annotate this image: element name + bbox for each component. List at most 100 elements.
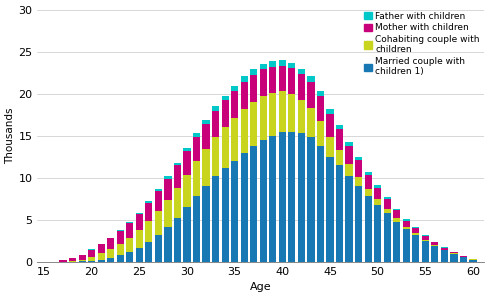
Bar: [241, 77, 248, 82]
Bar: [155, 191, 162, 211]
Bar: [422, 241, 429, 262]
Bar: [155, 189, 162, 191]
Bar: [422, 236, 429, 240]
Bar: [241, 153, 248, 262]
Bar: [221, 168, 229, 262]
Bar: [260, 69, 267, 96]
Bar: [193, 161, 200, 196]
Bar: [450, 252, 458, 253]
Bar: [88, 261, 95, 262]
Bar: [279, 132, 286, 262]
Bar: [317, 146, 324, 262]
Bar: [88, 250, 95, 257]
Bar: [384, 213, 391, 262]
Bar: [365, 189, 372, 196]
Bar: [59, 260, 67, 262]
Bar: [269, 61, 276, 67]
Bar: [146, 203, 152, 221]
Bar: [183, 151, 191, 175]
Bar: [183, 175, 191, 207]
Bar: [269, 67, 276, 93]
Bar: [78, 255, 86, 260]
Bar: [288, 132, 295, 262]
Bar: [403, 229, 410, 262]
Bar: [78, 260, 86, 261]
Bar: [365, 172, 372, 175]
Bar: [288, 69, 295, 94]
Bar: [422, 235, 429, 236]
Bar: [469, 260, 477, 262]
Bar: [393, 222, 400, 262]
Bar: [98, 260, 105, 262]
Bar: [193, 196, 200, 262]
Bar: [345, 142, 353, 146]
Bar: [221, 100, 229, 127]
Bar: [126, 252, 133, 262]
Bar: [307, 77, 315, 82]
Bar: [384, 199, 391, 209]
Bar: [345, 146, 353, 164]
Bar: [117, 255, 124, 262]
Bar: [279, 60, 286, 66]
Bar: [221, 96, 229, 100]
Bar: [98, 244, 105, 253]
Y-axis label: Thousands: Thousands: [5, 108, 16, 164]
Bar: [374, 187, 381, 199]
Bar: [183, 148, 191, 151]
Bar: [174, 165, 181, 188]
Bar: [250, 146, 257, 262]
Bar: [307, 108, 315, 137]
Bar: [126, 238, 133, 252]
Bar: [260, 96, 267, 140]
Bar: [355, 160, 362, 177]
Bar: [88, 257, 95, 261]
Bar: [345, 176, 353, 262]
Bar: [279, 66, 286, 91]
Bar: [98, 253, 105, 260]
Bar: [441, 250, 448, 262]
Bar: [212, 111, 219, 137]
Bar: [460, 256, 467, 257]
Bar: [146, 201, 152, 203]
Bar: [212, 106, 219, 111]
Bar: [193, 133, 200, 137]
Bar: [412, 233, 419, 235]
Bar: [450, 254, 458, 262]
Bar: [403, 219, 410, 221]
Bar: [212, 176, 219, 262]
Bar: [117, 230, 124, 231]
Bar: [336, 165, 343, 262]
Bar: [183, 207, 191, 262]
Bar: [136, 213, 143, 214]
Bar: [450, 253, 458, 254]
Bar: [155, 235, 162, 262]
Bar: [155, 211, 162, 235]
Bar: [307, 137, 315, 262]
Bar: [355, 156, 362, 160]
Bar: [260, 63, 267, 69]
Bar: [441, 248, 448, 250]
Bar: [231, 118, 238, 161]
Bar: [202, 186, 210, 262]
Bar: [326, 157, 334, 262]
Bar: [298, 69, 305, 74]
Bar: [202, 149, 210, 186]
Bar: [412, 227, 419, 228]
Bar: [403, 227, 410, 229]
Bar: [269, 93, 276, 136]
Bar: [431, 242, 439, 245]
Bar: [384, 197, 391, 199]
Bar: [374, 185, 381, 187]
Bar: [431, 246, 439, 262]
Bar: [298, 133, 305, 262]
Bar: [384, 209, 391, 213]
X-axis label: Age: Age: [250, 283, 271, 292]
Bar: [260, 140, 267, 262]
Bar: [136, 248, 143, 262]
Bar: [365, 175, 372, 189]
Bar: [393, 218, 400, 222]
Legend: Father with children, Mother with children, Cohabiting couple with
children, Mar: Father with children, Mother with childr…: [364, 12, 480, 77]
Bar: [298, 100, 305, 133]
Bar: [469, 259, 477, 260]
Bar: [231, 91, 238, 118]
